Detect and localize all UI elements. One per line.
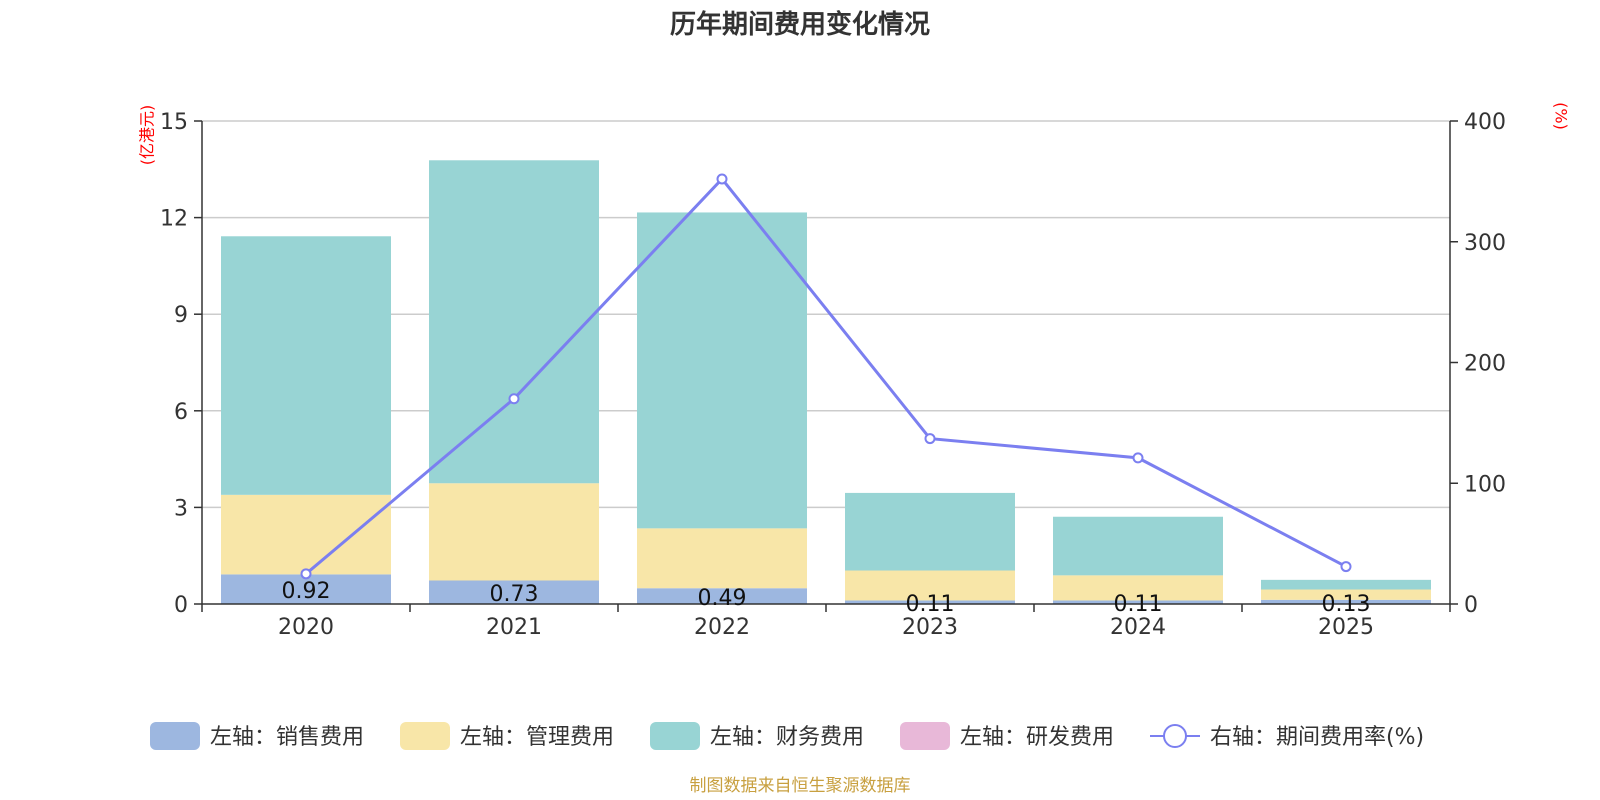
left-tick-label: 12 [160,207,188,232]
left-axis-ticks: 0 3 6 9 12 15 [160,110,202,618]
rate-line [305,176,1347,575]
right-tick-label: 200 [1464,352,1506,377]
bar-2025 [1261,579,1431,590]
x-tick-label: 2023 [902,615,958,640]
x-tick-label: 2021 [486,615,542,640]
bar-2023 [845,600,1015,604]
x-tick-label: 2020 [278,615,334,640]
right-tick-label: 100 [1464,472,1506,497]
x-axis-ticks: 2020 2021 2022 2023 2024 2025 [201,604,1451,640]
bar-2025 [1261,599,1431,604]
bar-2023 [845,570,1015,601]
bar-2020 [221,494,391,575]
legend-marker [1163,724,1187,748]
bar-2020 [221,574,391,604]
left-tick-label: 15 [160,110,188,135]
legend-swatch [400,722,450,750]
rate-point [716,173,728,185]
legend-label: 左轴：财务费用 [710,725,864,750]
left-tick-label: 0 [174,593,188,618]
x-tick-label: 2024 [1110,615,1166,640]
right-axis-unit: (%) [1552,102,1571,130]
bar-2021 [429,483,599,581]
legend: 左轴：销售费用 左轴：管理费用 左轴：财务费用 左轴：研发费用 右轴：期间费用率(%) [150,722,1424,750]
right-tick-label: 0 [1464,593,1478,618]
right-tick-label: 300 [1464,231,1506,256]
sales-data-label: 0.13 [1322,592,1371,617]
legend-label: 左轴：研发费用 [960,725,1114,750]
left-tick-label: 6 [174,400,188,425]
bar-2022 [637,528,807,589]
rate-point [1340,561,1352,573]
bar-2022 [637,212,807,529]
sales-data-label: 0.11 [906,592,955,617]
bar-2025 [1261,589,1431,600]
legend-label: 左轴：销售费用 [210,725,364,750]
x-tick-label: 2022 [694,615,750,640]
bar-2020 [221,236,391,495]
legend-label: 右轴：期间费用率(%) [1210,725,1424,750]
sales-data-label: 0.73 [490,582,539,607]
legend-swatch [650,722,700,750]
sales-data-label: 0.92 [282,579,331,604]
x-tick-label: 2025 [1318,615,1374,640]
sales-data-label: 0.49 [698,586,747,611]
data-labels: 0.92 0.73 0.49 0.11 0.11 0.13 [282,579,1371,617]
right-tick-label: 400 [1464,110,1506,135]
rate-point [508,393,520,405]
bar-2023 [845,492,1015,571]
legend-swatch [150,722,200,750]
sales-data-label: 0.11 [1114,592,1163,617]
gridlines [202,120,1450,509]
bar-2021 [429,580,599,604]
bar-2024 [1053,516,1223,576]
legend-label: 左轴：管理费用 [460,725,614,750]
left-axis-unit: (亿港元) [138,105,157,166]
rate-point [1132,452,1144,464]
data-source-note: 制图数据来自恒生聚源数据库 [690,776,911,796]
bar-2024 [1053,575,1223,601]
chart-title: 历年期间费用变化情况 [670,9,930,40]
bar-2024 [1053,600,1223,604]
right-axis-ticks: 0 100 200 300 400 [1450,110,1506,618]
rate-point [300,568,312,580]
legend-swatch [900,722,950,750]
left-tick-label: 3 [174,496,188,521]
bar-2022 [637,588,807,604]
rate-point [924,433,936,445]
left-tick-label: 9 [174,303,188,328]
bars [221,160,1431,604]
rate-line-series [300,173,1352,580]
bar-2021 [429,160,599,484]
